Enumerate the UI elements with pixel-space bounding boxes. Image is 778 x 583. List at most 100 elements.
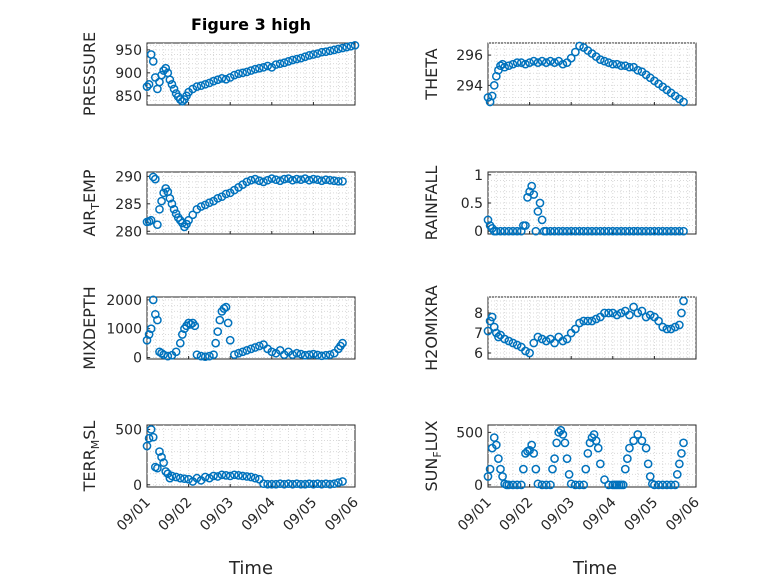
- x-tick-label: 09/05: [621, 495, 661, 535]
- data-point: [546, 480, 555, 490]
- data-point: [625, 443, 634, 453]
- y-tick-label: 900: [115, 66, 142, 82]
- data-point: [625, 310, 634, 320]
- y-tick-label: 285: [115, 197, 142, 213]
- data-point: [654, 316, 663, 326]
- data-point: [196, 81, 206, 91]
- x-tick-label: 09/03: [197, 495, 237, 535]
- data-point: [188, 210, 198, 220]
- data-point: [309, 174, 318, 184]
- figure-title: Figure 3 high: [191, 15, 311, 34]
- data-point: [150, 174, 160, 184]
- y-axis-label: PRESSURE: [80, 32, 99, 116]
- y-axis-label-main: TERR: [80, 449, 99, 492]
- data-point: [508, 59, 518, 69]
- data-point: [155, 447, 164, 456]
- data-point: [575, 226, 584, 236]
- data-point: [178, 96, 187, 106]
- data-point: [292, 54, 302, 64]
- data-point: [205, 473, 214, 483]
- data-point: [288, 175, 297, 185]
- data-point: [163, 351, 173, 361]
- data-point: [583, 316, 593, 326]
- data-point: [666, 480, 676, 490]
- data-point: [225, 335, 235, 345]
- data-point: [508, 338, 518, 348]
- data-point: [150, 309, 160, 319]
- data-point: [670, 322, 680, 332]
- data-point: [625, 62, 634, 72]
- data-point: [629, 436, 638, 446]
- data-point: [167, 79, 177, 89]
- data-point: [558, 59, 568, 69]
- data-point: [288, 479, 297, 489]
- data-point: [254, 63, 264, 73]
- data-point: [662, 226, 672, 236]
- data-point: [346, 41, 356, 51]
- data-point: [223, 318, 233, 328]
- y-axis-label-main: THETA: [422, 48, 441, 100]
- y-tick-label: 2000: [106, 293, 142, 309]
- data-point: [209, 76, 218, 86]
- data-point: [641, 226, 651, 236]
- data-point: [579, 316, 589, 326]
- data-point: [620, 464, 630, 474]
- data-point: [521, 59, 530, 69]
- data-point: [554, 226, 564, 236]
- x-tick-label: 09/03: [538, 495, 578, 535]
- data-point: [485, 464, 495, 474]
- data-point: [533, 207, 543, 216]
- data-point: [562, 454, 572, 463]
- y-tick-label: 850: [115, 89, 142, 105]
- data-point: [516, 480, 526, 490]
- data-point: [279, 479, 289, 489]
- data-point: [338, 477, 347, 486]
- data-point: [242, 472, 252, 481]
- data-point: [658, 322, 668, 332]
- subplot-grid: 850 900 950 PRESSURE 294 296 THETA 280 285 290 AIR…: [80, 32, 703, 534]
- y-axis-label-main: H2OMIXRA: [422, 285, 441, 371]
- data-point: [148, 295, 158, 305]
- data-point: [186, 320, 196, 329]
- data-point: [230, 470, 239, 480]
- data-point: [512, 58, 522, 68]
- data-point: [334, 44, 343, 54]
- x-tick-label: 09/04: [239, 494, 279, 534]
- y-tick-label: 280: [115, 224, 142, 240]
- data-point: [321, 175, 331, 185]
- subplot-3: 280 285 290 AIRTEMP: [80, 169, 356, 240]
- data-point: [205, 78, 214, 88]
- data-point: [159, 458, 168, 467]
- data-point: [675, 320, 684, 330]
- data-point: [537, 215, 547, 225]
- data-point: [296, 53, 306, 63]
- x-tick-label: 09/01: [114, 495, 154, 535]
- data-point: [238, 68, 248, 78]
- data-point: [163, 469, 173, 479]
- data-point: [254, 176, 264, 186]
- data-point: [292, 479, 302, 489]
- data-point: [279, 174, 289, 184]
- x-tick-label: 09/02: [156, 495, 196, 535]
- data-point: [571, 324, 580, 334]
- data-point: [521, 221, 530, 230]
- data-point: [491, 226, 501, 236]
- data-point: [159, 66, 168, 75]
- data-point: [313, 350, 322, 360]
- data-point: [560, 438, 570, 448]
- data-point: [504, 61, 514, 71]
- data-point: [225, 471, 235, 481]
- data-point: [153, 315, 162, 325]
- data-point: [338, 176, 347, 186]
- data-point: [654, 226, 663, 236]
- data-point: [571, 480, 580, 490]
- data-point: [566, 479, 576, 489]
- data-point: [677, 449, 686, 458]
- data-point: [263, 175, 272, 185]
- data-point: [171, 347, 181, 357]
- data-point: [192, 82, 202, 91]
- data-point: [234, 69, 243, 79]
- data-point: [521, 346, 530, 356]
- data-point: [200, 200, 210, 210]
- y-tick-label: 0: [474, 224, 483, 240]
